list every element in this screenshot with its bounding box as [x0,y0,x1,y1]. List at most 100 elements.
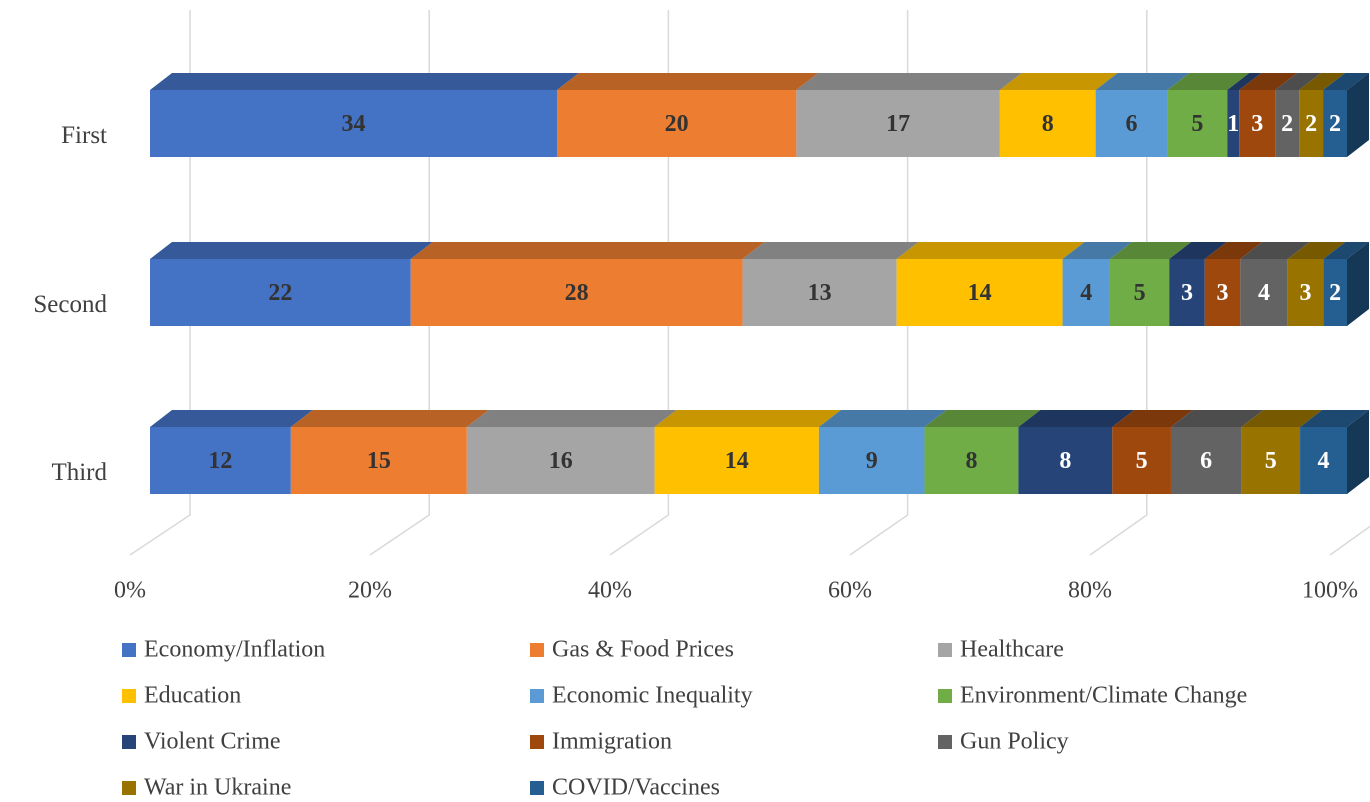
legend-label: Gun Policy [960,729,1069,755]
data-label: 14 [725,448,749,474]
bar [1170,427,1242,494]
x-tick-label: 20% [348,578,392,604]
bar [150,259,411,326]
bar-top [1300,410,1369,427]
x-tick-label: 80% [1068,578,1112,604]
bar-top [150,73,579,90]
x-tick-label: 100% [1302,578,1358,604]
bar-top [1062,242,1132,259]
data-label: 9 [866,448,878,474]
bar-top [1109,242,1192,259]
bar-top [290,410,489,427]
x-tick-label: 40% [588,578,632,604]
legend-label: Gas & Food Prices [552,637,734,663]
bar [654,427,819,494]
bar [924,427,1019,494]
bar [1109,259,1170,326]
bar-side [1347,242,1369,326]
bar-top [1287,242,1346,259]
bar-top [999,73,1118,90]
bar [896,259,1063,326]
bar [1240,259,1288,326]
data-label: 14 [968,280,992,306]
data-label: 17 [886,111,910,137]
category-label: First [61,122,107,149]
data-label: 3 [1251,111,1263,137]
data-label: 1 [1227,111,1239,137]
bar-top [1323,242,1369,259]
bar-top [1112,410,1193,427]
legend-label: Environment/Climate Change [960,683,1247,709]
data-label: 20 [665,111,689,137]
category-label: Third [51,459,107,486]
bar-top [1239,73,1298,90]
bar [1167,90,1228,157]
data-label: 15 [367,448,391,474]
bar-top [1169,242,1227,259]
legend-swatch [938,689,952,703]
bar [796,90,1000,157]
bar-top [1170,410,1264,427]
data-label: 5 [1136,448,1148,474]
bar [1169,259,1205,326]
legend-swatch [530,689,544,703]
x-tick-label: 0% [114,578,146,604]
legend-swatch [938,643,952,657]
bar [556,90,797,157]
bar [1323,90,1347,157]
grid-line [129,10,191,556]
bar-top [1018,410,1135,427]
bar [1241,427,1301,494]
legend-label: Healthcare [960,637,1064,663]
bar [1227,90,1240,157]
data-label: 34 [341,111,365,137]
bar [1112,427,1171,494]
bar [150,427,291,494]
data-label: 5 [1265,448,1277,474]
bar-side [1347,410,1369,494]
grid-line [369,10,430,556]
bar [410,259,743,326]
bar-top [796,73,1022,90]
bar [818,427,925,494]
bar [1095,90,1168,157]
bar [1299,90,1324,157]
data-label: 2 [1329,111,1341,137]
legend-label: Economic Inequality [552,683,753,709]
data-label: 4 [1258,280,1270,306]
bar-top [1323,73,1369,90]
legend-swatch [122,689,136,703]
data-label: 13 [808,280,832,306]
bar-top [924,410,1041,427]
bar-top [742,242,919,259]
data-label: 8 [965,448,977,474]
legend-label: Economy/Inflation [144,637,325,663]
bar [1323,259,1347,326]
data-label: 6 [1126,111,1138,137]
bar [290,427,467,494]
data-label: 3 [1217,280,1229,306]
x-tick-label: 60% [828,578,872,604]
bar-top [818,410,947,427]
legend-swatch [122,735,136,749]
legend-swatch [938,735,952,749]
data-label: 3 [1181,280,1193,306]
data-label: 2 [1329,280,1341,306]
bar-top [466,410,677,427]
bar-top [1167,73,1250,90]
bar-top [1095,73,1190,90]
data-label: 4 [1318,448,1330,474]
grid-line [1089,10,1148,556]
bar [1300,427,1347,494]
category-label: Second [33,291,107,318]
data-label: 5 [1191,111,1203,137]
bar-top [1204,242,1263,259]
data-label: 16 [549,448,573,474]
bar-top [150,410,313,427]
legend-swatch [122,643,136,657]
bar [1018,427,1113,494]
data-label: 2 [1281,111,1293,137]
data-label: 8 [1042,111,1054,137]
data-label: 8 [1059,448,1071,474]
